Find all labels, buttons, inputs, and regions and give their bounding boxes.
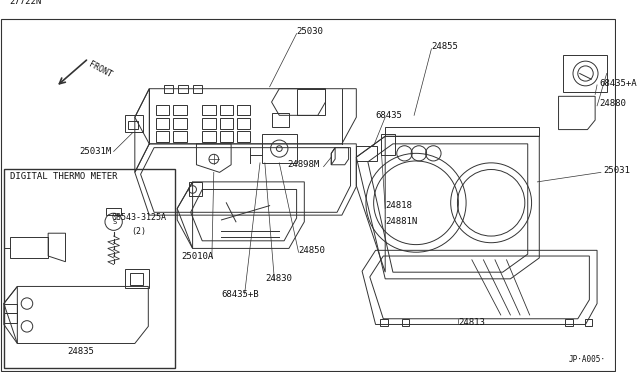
- Text: S: S: [113, 219, 116, 225]
- Text: 68435+A: 68435+A: [599, 78, 637, 87]
- Bar: [271, 113, 289, 127]
- Text: 24813: 24813: [458, 318, 485, 327]
- Bar: [220, 118, 233, 129]
- Bar: [220, 131, 233, 142]
- Text: 24881N: 24881N: [385, 217, 417, 226]
- Text: 24818: 24818: [385, 201, 412, 210]
- Bar: [173, 105, 187, 115]
- Text: 68435+B: 68435+B: [221, 289, 259, 299]
- Bar: [296, 89, 326, 115]
- Text: 24880: 24880: [599, 99, 626, 108]
- Bar: [202, 131, 216, 142]
- Text: 24835: 24835: [67, 347, 94, 356]
- Bar: [164, 85, 173, 93]
- Text: 68435: 68435: [376, 111, 403, 120]
- Bar: [237, 105, 250, 115]
- Text: (2): (2): [131, 227, 146, 236]
- Text: 25010A: 25010A: [181, 251, 213, 260]
- Text: DIGITAL THERMO METER: DIGITAL THERMO METER: [10, 171, 117, 181]
- Bar: [128, 121, 138, 129]
- Bar: [401, 319, 409, 326]
- Bar: [156, 118, 170, 129]
- Bar: [173, 118, 187, 129]
- Bar: [156, 131, 170, 142]
- Text: FRONT: FRONT: [86, 60, 113, 80]
- Bar: [4, 169, 175, 368]
- Text: 24898M: 24898M: [287, 160, 319, 169]
- Text: 25031: 25031: [603, 166, 630, 175]
- Text: 24850: 24850: [298, 246, 325, 255]
- Bar: [130, 273, 143, 285]
- Text: JP·A005·: JP·A005·: [568, 355, 605, 365]
- Bar: [563, 55, 607, 92]
- Bar: [173, 131, 187, 142]
- Bar: [237, 131, 250, 142]
- Text: 25031M: 25031M: [79, 147, 111, 156]
- Bar: [380, 319, 388, 326]
- Bar: [202, 118, 216, 129]
- Bar: [202, 105, 216, 115]
- Bar: [584, 319, 592, 326]
- Bar: [193, 85, 202, 93]
- Bar: [156, 105, 170, 115]
- Text: 08543-3125A: 08543-3125A: [112, 214, 166, 222]
- Bar: [381, 134, 395, 155]
- Bar: [237, 118, 250, 129]
- Bar: [220, 105, 233, 115]
- Bar: [356, 146, 378, 161]
- Bar: [262, 134, 296, 163]
- Text: 25030: 25030: [296, 27, 323, 36]
- Text: 24855: 24855: [431, 42, 458, 51]
- Bar: [565, 319, 573, 326]
- Text: 27722N: 27722N: [10, 0, 42, 6]
- Text: 24830: 24830: [266, 274, 292, 283]
- Bar: [178, 85, 188, 93]
